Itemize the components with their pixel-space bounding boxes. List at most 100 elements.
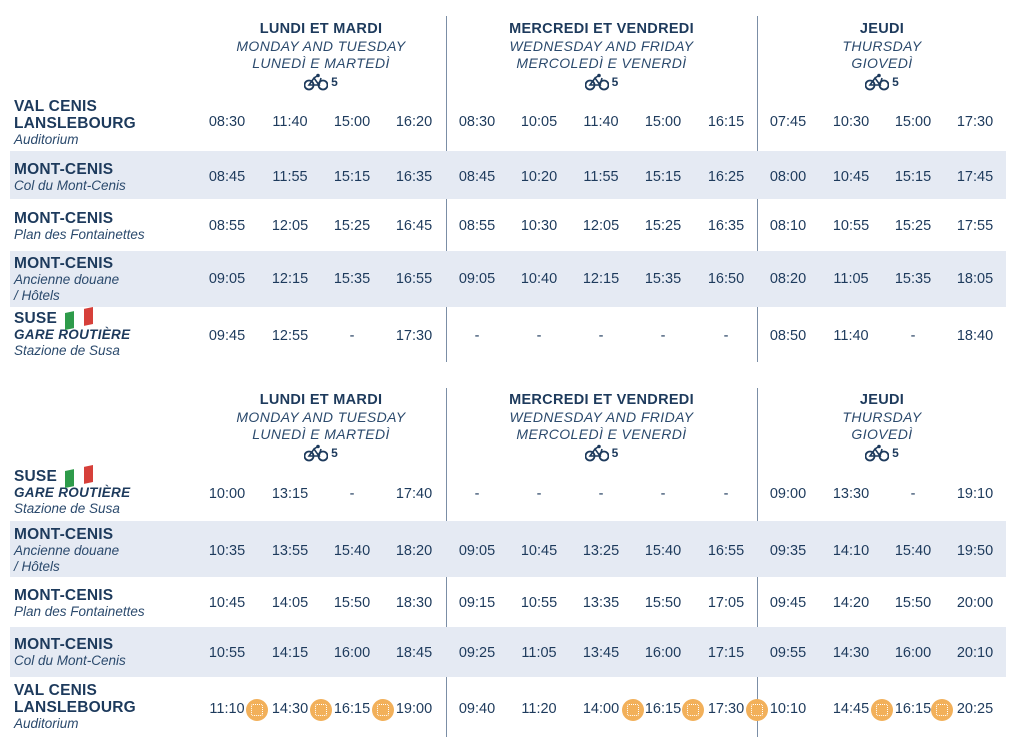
stop-row-col-mont-cenis: MONT-CENIS Col du Mont-Cenis — [10, 151, 1006, 199]
departure-time: 10:30 — [832, 114, 870, 130]
departure-time: 17:15 — [707, 645, 745, 661]
departure-time: 14:15 — [271, 645, 309, 661]
bike-count: 5 — [892, 446, 899, 460]
header-wed-fri: MERCREDI ET VENDREDI WEDNESDAY AND FRIDA… — [446, 20, 757, 91]
connection-icon — [622, 699, 644, 721]
departure-time: 15:50 — [644, 595, 682, 611]
header-en: WEDNESDAY AND FRIDAY — [509, 409, 694, 425]
departure-time: 17:55 — [956, 218, 994, 234]
stop-row-col-mont-cenis: MONT-CENIS Col du Mont-Cenis — [10, 627, 1006, 677]
header-thu: JEUDI THURSDAY GIOVEDÌ 5 — [757, 20, 1007, 91]
departure-time: 15:35 — [894, 271, 932, 287]
departure-time: 10:20 — [520, 169, 558, 185]
bike-capacity: 5 — [757, 444, 1007, 462]
departure-time: - — [474, 328, 480, 344]
stop-row-plan-fontainettes: MONT-CENIS Plan des Fontainettes — [10, 200, 1006, 250]
departure-time: 10:35 — [208, 543, 246, 559]
departure-time: 10:45 — [208, 595, 246, 611]
departure-time: 15:25 — [333, 218, 371, 234]
departure-time: 16:50 — [707, 271, 745, 287]
connection-icon — [310, 699, 332, 721]
departure-time: 11:40 — [583, 114, 619, 130]
departure-time: 11:55 — [272, 169, 308, 185]
departure-time: 10:05 — [520, 114, 558, 130]
stop-row-plan-fontainettes: MONT-CENIS Plan des Fontainettes — [10, 578, 1006, 626]
stop-label: SUSE GARE ROUTIÈRE Stazione de Susa — [14, 307, 130, 359]
header-fr: MERCREDI ET VENDREDI — [509, 392, 694, 408]
bicycle-icon — [865, 444, 890, 462]
stop-detail: / Hôtels — [14, 559, 60, 574]
departure-time: 11:55 — [583, 169, 619, 185]
departure-time: 14:20 — [832, 595, 870, 611]
departure-time: 16:15 — [644, 701, 682, 717]
stop-detail: Stazione de Susa — [14, 343, 120, 359]
departure-time: 15:00 — [333, 114, 371, 130]
stop-name: VAL CENIS — [14, 682, 98, 699]
departure-time: 15:15 — [333, 169, 371, 185]
departure-time: 15:25 — [894, 218, 932, 234]
stop-name: MONT-CENIS — [14, 161, 114, 178]
departure-time: 20:10 — [956, 645, 994, 661]
stop-name-text: SUSE — [14, 468, 58, 485]
departure-time: 08:10 — [769, 218, 807, 234]
stop-row-suse: SUSE GARE ROUTIÈRE Stazione de Susa — [10, 464, 1006, 520]
header-en: THURSDAY — [842, 409, 922, 425]
departure-time: - — [598, 486, 604, 502]
stop-detail: Plan des Fontainettes — [14, 604, 145, 619]
departure-time: - — [349, 486, 355, 502]
bicycle-icon — [584, 444, 609, 462]
header-wed-fri: MERCREDI ET VENDREDI WEDNESDAY AND FRIDA… — [446, 391, 757, 462]
departure-time: 10:55 — [520, 595, 558, 611]
departure-time: 15:40 — [894, 543, 932, 559]
departure-time: 15:00 — [644, 114, 682, 130]
departure-time: 19:00 — [395, 701, 433, 717]
stop-name: LANSLEBOURG — [14, 115, 136, 132]
departure-time: 08:55 — [208, 218, 246, 234]
departure-time: 17:40 — [395, 486, 433, 502]
connection-icon — [682, 699, 704, 721]
connection-icon — [372, 699, 394, 721]
stop-name: MONT-CENIS — [14, 255, 114, 272]
departure-time: 08:00 — [769, 169, 807, 185]
departure-time: 17:45 — [956, 169, 994, 185]
bike-capacity: 5 — [446, 444, 757, 462]
stop-detail: / Hôtels — [14, 288, 60, 303]
departure-time: 11:10 — [209, 701, 245, 717]
departure-time: 13:25 — [582, 543, 620, 559]
stop-detail: Col du Mont-Cenis — [14, 178, 126, 193]
stop-name-text: SUSE — [14, 310, 58, 327]
departure-time: 10:45 — [520, 543, 558, 559]
departure-time: 17:30 — [395, 328, 433, 344]
departure-time: 08:30 — [208, 114, 246, 130]
stop-label: VAL CENIS LANSLEBOURG Auditorium — [14, 98, 136, 148]
departure-time: - — [723, 328, 729, 344]
departure-time: 09:40 — [458, 701, 496, 717]
departure-time: 14:30 — [832, 645, 870, 661]
bicycle-icon — [304, 73, 329, 91]
departure-time: 10:55 — [208, 645, 246, 661]
stop-name: LANSLEBOURG — [14, 699, 136, 716]
header-fr: LUNDI ET MARDI — [259, 21, 383, 37]
stop-name: MONT-CENIS — [14, 636, 114, 653]
departure-time: 13:15 — [271, 486, 309, 502]
header-it: MERCOLEDÌ E VENERDÌ — [516, 55, 687, 71]
header-fr: JEUDI — [859, 21, 905, 37]
departure-time: - — [349, 328, 355, 344]
connection-icon — [246, 699, 268, 721]
departure-time: 12:15 — [582, 271, 620, 287]
departure-time: - — [660, 486, 666, 502]
stop-row-val-cenis: VAL CENIS LANSLEBOURG Auditorium — [10, 678, 1006, 738]
bike-count: 5 — [892, 75, 899, 89]
departure-time: 09:35 — [769, 543, 807, 559]
departure-time: 16:15 — [707, 114, 745, 130]
departure-time: 15:50 — [333, 595, 371, 611]
departure-time: 17:30 — [956, 114, 994, 130]
header-it: GIOVEDÌ — [851, 426, 913, 442]
departure-time: 12:05 — [271, 218, 309, 234]
departure-time: 13:35 — [582, 595, 620, 611]
departure-time: 16:55 — [707, 543, 745, 559]
stop-label: MONT-CENIS Plan des Fontainettes — [14, 210, 145, 243]
departure-time: - — [536, 486, 542, 502]
departure-time: 16:00 — [333, 645, 371, 661]
departure-time: 16:00 — [894, 645, 932, 661]
